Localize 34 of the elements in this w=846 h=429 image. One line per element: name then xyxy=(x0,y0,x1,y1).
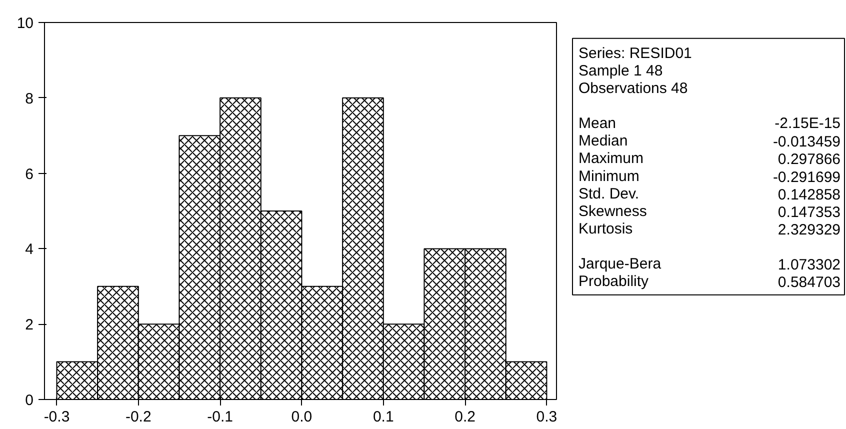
text: Maximum xyxy=(578,150,644,168)
text: Kurtosis xyxy=(578,220,633,238)
y-tick-label: 8 xyxy=(25,90,34,108)
x-tick-label: 0.1 xyxy=(372,408,394,426)
y-tick-label: 6 xyxy=(25,166,34,183)
text: Probability xyxy=(578,273,650,290)
text: 2.329329 xyxy=(778,222,841,239)
text: Jarque-Bera xyxy=(578,256,662,273)
text: -0.013459 xyxy=(772,134,841,151)
x-tick-label: -0.2 xyxy=(125,408,152,426)
text: Minimum xyxy=(578,168,640,185)
text: 1.073302 xyxy=(778,256,841,274)
x-tick-label: 0.2 xyxy=(454,408,476,426)
text: Skewness xyxy=(578,202,647,220)
text: Mean xyxy=(578,115,616,132)
text: Std. Dev. xyxy=(578,185,640,202)
y-tick-label: 10 xyxy=(16,15,34,32)
x-tick-label: -0.1 xyxy=(207,408,233,426)
y-tick-label: 0 xyxy=(25,392,34,409)
x-tick-label: 0.3 xyxy=(536,408,558,426)
text: 0.584703 xyxy=(778,274,841,292)
text: 0.147353 xyxy=(778,204,841,221)
text: 0.142858 xyxy=(778,186,841,204)
y-tick-label: 2 xyxy=(25,316,34,334)
y-tick-label: 4 xyxy=(25,241,34,258)
text: -0.291699 xyxy=(772,168,841,186)
x-tick-label: 0.0 xyxy=(291,408,312,426)
text: Observations 48 xyxy=(578,80,688,97)
text: 0.297866 xyxy=(778,151,841,168)
text: Series: RESID01 xyxy=(578,44,692,62)
x-tick-label: -0.3 xyxy=(44,408,70,426)
text: Median xyxy=(578,132,628,150)
text: -2.15E-15 xyxy=(774,115,840,132)
text: Sample 1 48 xyxy=(578,62,663,80)
